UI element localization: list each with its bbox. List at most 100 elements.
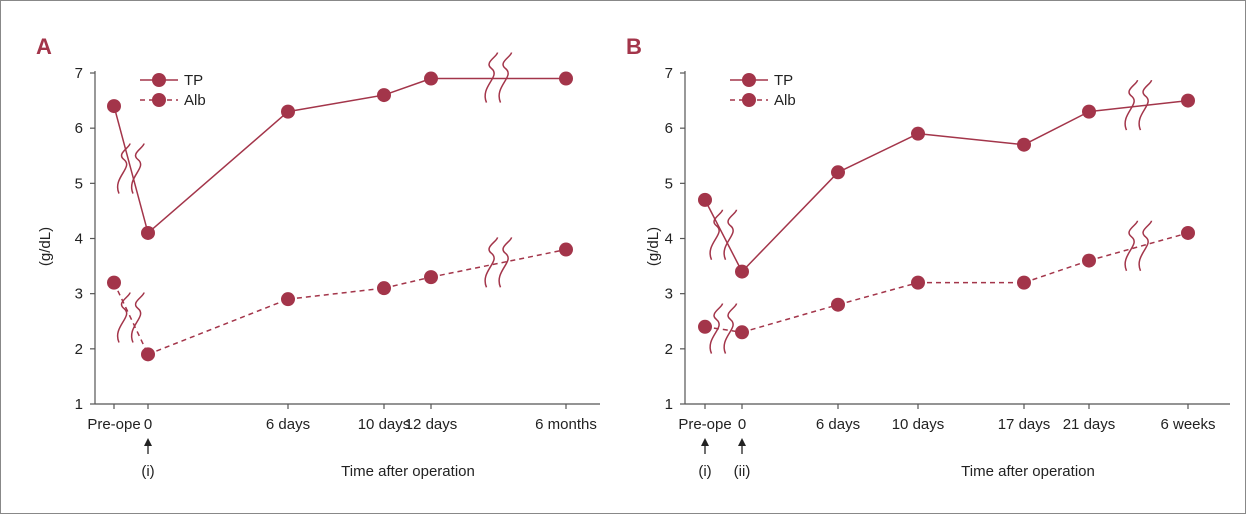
tp-line-segment bbox=[383, 77, 432, 96]
y-tick-label-a: 3 bbox=[75, 286, 83, 303]
annotation-label: (ii) bbox=[734, 463, 751, 480]
y-axis-title-b: (g/dL) bbox=[645, 227, 662, 266]
x-axis-title-b: Time after operation bbox=[961, 463, 1095, 480]
tp-point bbox=[107, 99, 121, 114]
alb-line-segment bbox=[1023, 259, 1090, 284]
y-tick-label-b: 4 bbox=[665, 231, 673, 248]
tp-axis-break bbox=[709, 209, 738, 261]
tp-line-segment bbox=[837, 133, 919, 173]
tp-point bbox=[698, 192, 712, 207]
tp-axis-break bbox=[116, 143, 145, 194]
tp-point bbox=[559, 71, 573, 86]
x-tick-label-b: 6 weeks bbox=[1160, 416, 1215, 433]
alb-line-segment bbox=[1088, 232, 1189, 262]
y-tick-label-a: 6 bbox=[75, 120, 83, 137]
legend-marker-alb bbox=[152, 93, 166, 107]
x-tick-label-a: 10 days bbox=[358, 416, 411, 433]
alb-axis-break bbox=[709, 303, 738, 354]
tp-line-segment bbox=[147, 111, 289, 234]
x-tick-label-a: 0 bbox=[144, 416, 152, 433]
tp-axis-break bbox=[1124, 79, 1153, 131]
alb-point bbox=[831, 297, 845, 312]
y-tick-label-a: 4 bbox=[75, 231, 83, 248]
alb-point bbox=[559, 242, 573, 257]
annotation-arrow bbox=[701, 438, 709, 454]
x-tick-label-b: 21 days bbox=[1063, 416, 1116, 433]
x-axis-title-a: Time after operation bbox=[341, 463, 475, 480]
alb-line-segment bbox=[430, 248, 567, 278]
x-tick-label-a: 6 days bbox=[266, 416, 310, 433]
annotation-arrow bbox=[738, 438, 746, 454]
y-tick-label-b: 1 bbox=[665, 396, 673, 413]
tp-line-segment bbox=[1088, 99, 1189, 113]
alb-point bbox=[1181, 225, 1195, 240]
alb-axis-break bbox=[484, 237, 513, 288]
alb-point bbox=[281, 292, 295, 307]
x-tick-label-b: 6 days bbox=[816, 416, 860, 433]
legend-marker-alb bbox=[742, 93, 756, 107]
alb-point bbox=[107, 275, 121, 290]
x-tick-label-a: Pre-ope bbox=[87, 416, 140, 433]
alb-axis-break bbox=[116, 292, 145, 343]
alb-point bbox=[1082, 253, 1096, 268]
tp-line-segment bbox=[704, 199, 743, 272]
alb-line-segment bbox=[837, 281, 919, 306]
alb-point bbox=[141, 347, 155, 362]
alb-point bbox=[911, 275, 925, 290]
legend-label-alb: Alb bbox=[184, 92, 206, 109]
legend-marker-tp bbox=[742, 73, 756, 87]
x-tick-label-b: 10 days bbox=[892, 416, 945, 433]
tp-point bbox=[1082, 104, 1096, 119]
tp-point bbox=[735, 264, 749, 279]
x-tick-label-b: 0 bbox=[738, 416, 746, 433]
y-tick-label-a: 5 bbox=[75, 175, 83, 192]
y-tick-label-b: 3 bbox=[665, 286, 673, 303]
tp-point bbox=[377, 88, 391, 103]
tp-point bbox=[1181, 93, 1195, 108]
tp-line-segment bbox=[1023, 110, 1090, 146]
y-tick-label-b: 6 bbox=[665, 120, 673, 137]
legend-marker-tp bbox=[152, 73, 166, 87]
y-tick-label-b: 5 bbox=[665, 175, 673, 192]
y-tick-label-b: 2 bbox=[665, 341, 673, 358]
x-tick-label-b: Pre-ope bbox=[678, 416, 731, 433]
alb-point bbox=[1017, 275, 1031, 290]
tp-axis-break bbox=[484, 52, 513, 103]
alb-point bbox=[377, 281, 391, 296]
tp-point bbox=[141, 225, 155, 240]
alb-point bbox=[424, 270, 438, 285]
chart-panel-b: B 1 2 3 4 5 6 7 Pre-ope 0 6 days 10 days 17 days 21 d… bbox=[626, 34, 1230, 480]
legend-label-tp: TP bbox=[774, 72, 793, 89]
y-tick-label-a: 1 bbox=[75, 396, 83, 413]
legend-label-alb: Alb bbox=[774, 92, 796, 109]
x-tick-label-a: 6 months bbox=[535, 416, 597, 433]
legend-a: TP Alb bbox=[140, 72, 206, 109]
tp-line-segment bbox=[113, 105, 149, 234]
tp-point bbox=[831, 165, 845, 180]
x-tick-label-b: 17 days bbox=[998, 416, 1051, 433]
tp-line-segment bbox=[741, 171, 839, 273]
tp-point bbox=[1017, 137, 1031, 152]
x-tick-label-a: 12 days bbox=[405, 416, 458, 433]
annotation-label: (i) bbox=[141, 463, 154, 480]
alb-line-segment bbox=[113, 282, 149, 355]
tp-point bbox=[424, 71, 438, 86]
alb-line-segment bbox=[383, 276, 432, 289]
tp-line-segment bbox=[287, 94, 385, 113]
alb-line-segment bbox=[741, 303, 839, 334]
tp-point bbox=[281, 104, 295, 119]
panel-letter-a: A bbox=[36, 34, 52, 59]
alb-line-segment bbox=[147, 298, 289, 356]
alb-point bbox=[735, 325, 749, 340]
tp-point bbox=[911, 126, 925, 141]
annotation-arrow bbox=[144, 438, 152, 454]
alb-line-segment bbox=[287, 287, 385, 300]
y-tick-label-b: 7 bbox=[665, 65, 673, 82]
panel-letter-b: B bbox=[626, 34, 642, 59]
alb-axis-break bbox=[1124, 220, 1153, 272]
y-tick-label-a: 7 bbox=[75, 65, 83, 82]
annotation-label: (i) bbox=[698, 463, 711, 480]
